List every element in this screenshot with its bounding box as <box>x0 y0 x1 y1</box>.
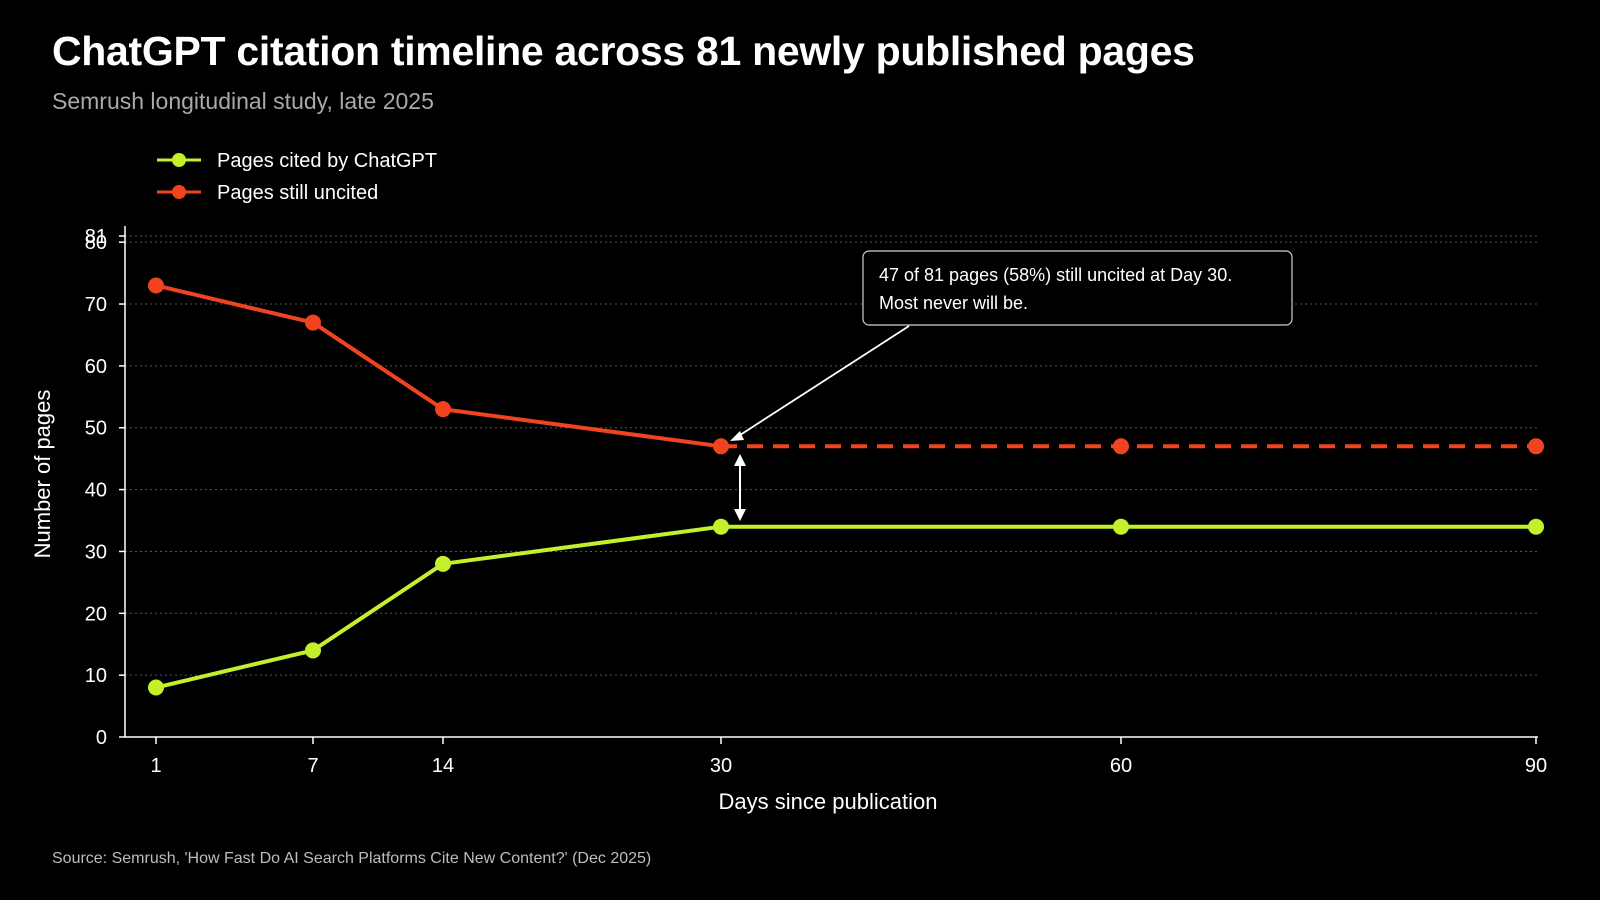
callout-line-2: Most never will be. <box>879 293 1028 313</box>
point-uncited-day-90 <box>1528 438 1544 455</box>
point-cited-day-7 <box>305 642 321 659</box>
source-note: Source: Semrush, 'How Fast Do AI Search … <box>52 850 652 867</box>
point-cited-day-1 <box>148 679 164 696</box>
point-uncited-day-60 <box>1113 438 1129 455</box>
gap-arrow-head-bottom <box>734 509 746 521</box>
y-tick-label-20: 20 <box>85 603 107 625</box>
x-tick-label-14: 14 <box>432 755 454 777</box>
y-tick-label-81: 81 <box>85 226 107 248</box>
point-uncited-day-7 <box>305 314 321 331</box>
y-tick-label-70: 70 <box>85 294 107 316</box>
x-axis-title: Days since publication <box>719 789 938 814</box>
y-axis-title: Number of pages <box>30 390 55 559</box>
y-tick-label-80: 80 <box>85 232 107 254</box>
x-tick-label-1: 1 <box>150 755 161 777</box>
point-cited-day-30 <box>713 518 729 535</box>
legend-marker-cited <box>172 153 186 167</box>
y-tick-label-10: 10 <box>85 665 107 687</box>
y-tick-label-50: 50 <box>85 418 107 440</box>
point-uncited-day-1 <box>148 277 164 294</box>
y-tick-label-60: 60 <box>85 356 107 378</box>
callout-line-1: 47 of 81 pages (58%) still uncited at Da… <box>879 265 1232 285</box>
callout-arrowhead <box>730 431 744 441</box>
callout-annotation: 47 of 81 pages (58%) still uncited at Da… <box>730 250 1293 521</box>
callout-pointer <box>736 325 910 438</box>
x-tick-label-60: 60 <box>1110 755 1132 777</box>
legend-label-uncited: Pages still uncited <box>217 182 378 204</box>
point-uncited-day-14 <box>435 401 451 418</box>
point-cited-day-14 <box>435 555 451 572</box>
point-uncited-day-30 <box>713 438 729 455</box>
grid-layer <box>125 235 1538 676</box>
legend: Pages cited by ChatGPT Pages still uncit… <box>157 150 437 204</box>
series-layer <box>148 277 1544 696</box>
x-tick-label-30: 30 <box>710 755 732 777</box>
x-tick-label-7: 7 <box>307 755 318 777</box>
gap-arrow-head-top <box>734 454 746 466</box>
chart-title: ChatGPT citation timeline across 81 newl… <box>52 28 1195 74</box>
callout-box <box>862 250 1293 326</box>
legend-marker-uncited <box>172 185 186 199</box>
x-tick-label-90: 90 <box>1525 755 1547 777</box>
point-cited-day-60 <box>1113 518 1129 535</box>
series-line-uncited <box>155 283 722 449</box>
chart-subtitle: Semrush longitudinal study, late 2025 <box>52 88 434 114</box>
y-tick-label-0: 0 <box>96 727 107 749</box>
y-tick-label-40: 40 <box>85 480 107 502</box>
series-line-cited <box>155 524 1536 690</box>
y-tick-label-30: 30 <box>85 541 107 563</box>
point-cited-day-90 <box>1528 518 1544 535</box>
legend-label-cited: Pages cited by ChatGPT <box>217 150 437 172</box>
